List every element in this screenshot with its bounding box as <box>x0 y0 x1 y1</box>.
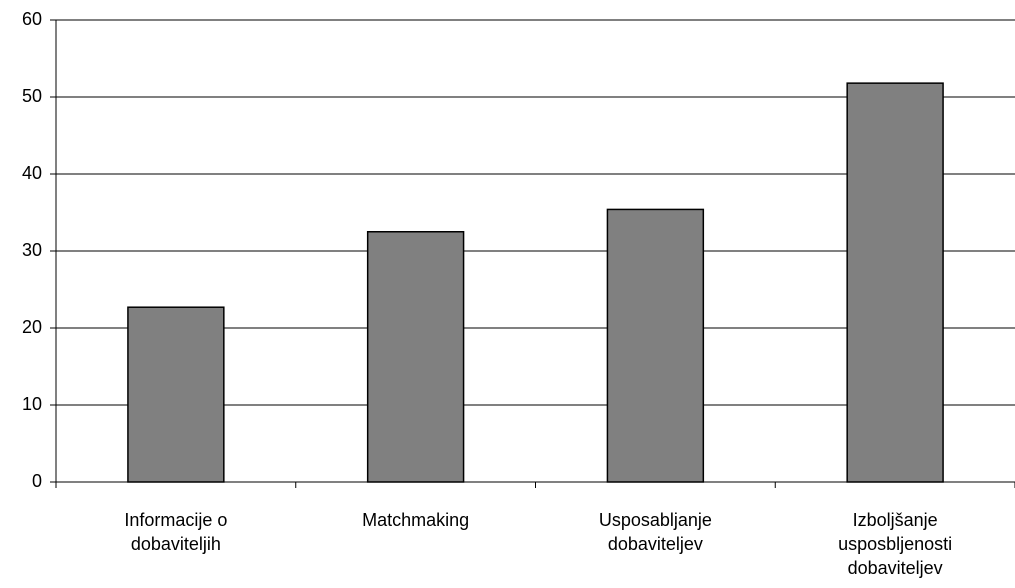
y-tick-label: 10 <box>22 394 42 414</box>
y-tick-label: 20 <box>22 317 42 337</box>
x-tick-label: Izboljšanje usposbljenosti dobaviteljev <box>838 510 953 578</box>
y-tick-label: 0 <box>32 471 42 491</box>
y-tick-label: 30 <box>22 240 42 260</box>
bar <box>846 82 944 483</box>
y-tick-label: 60 <box>22 9 42 29</box>
bar <box>127 306 225 483</box>
y-tick-label: 40 <box>22 163 42 183</box>
bar <box>366 231 465 483</box>
x-tick-label: Usposabljanje dobaviteljev <box>598 510 712 554</box>
y-tick-label: 50 <box>22 86 42 106</box>
bar <box>606 208 705 483</box>
x-tick-label: Informacije o dobaviteljih <box>124 510 228 554</box>
x-tick-label: Matchmaking <box>362 510 470 530</box>
